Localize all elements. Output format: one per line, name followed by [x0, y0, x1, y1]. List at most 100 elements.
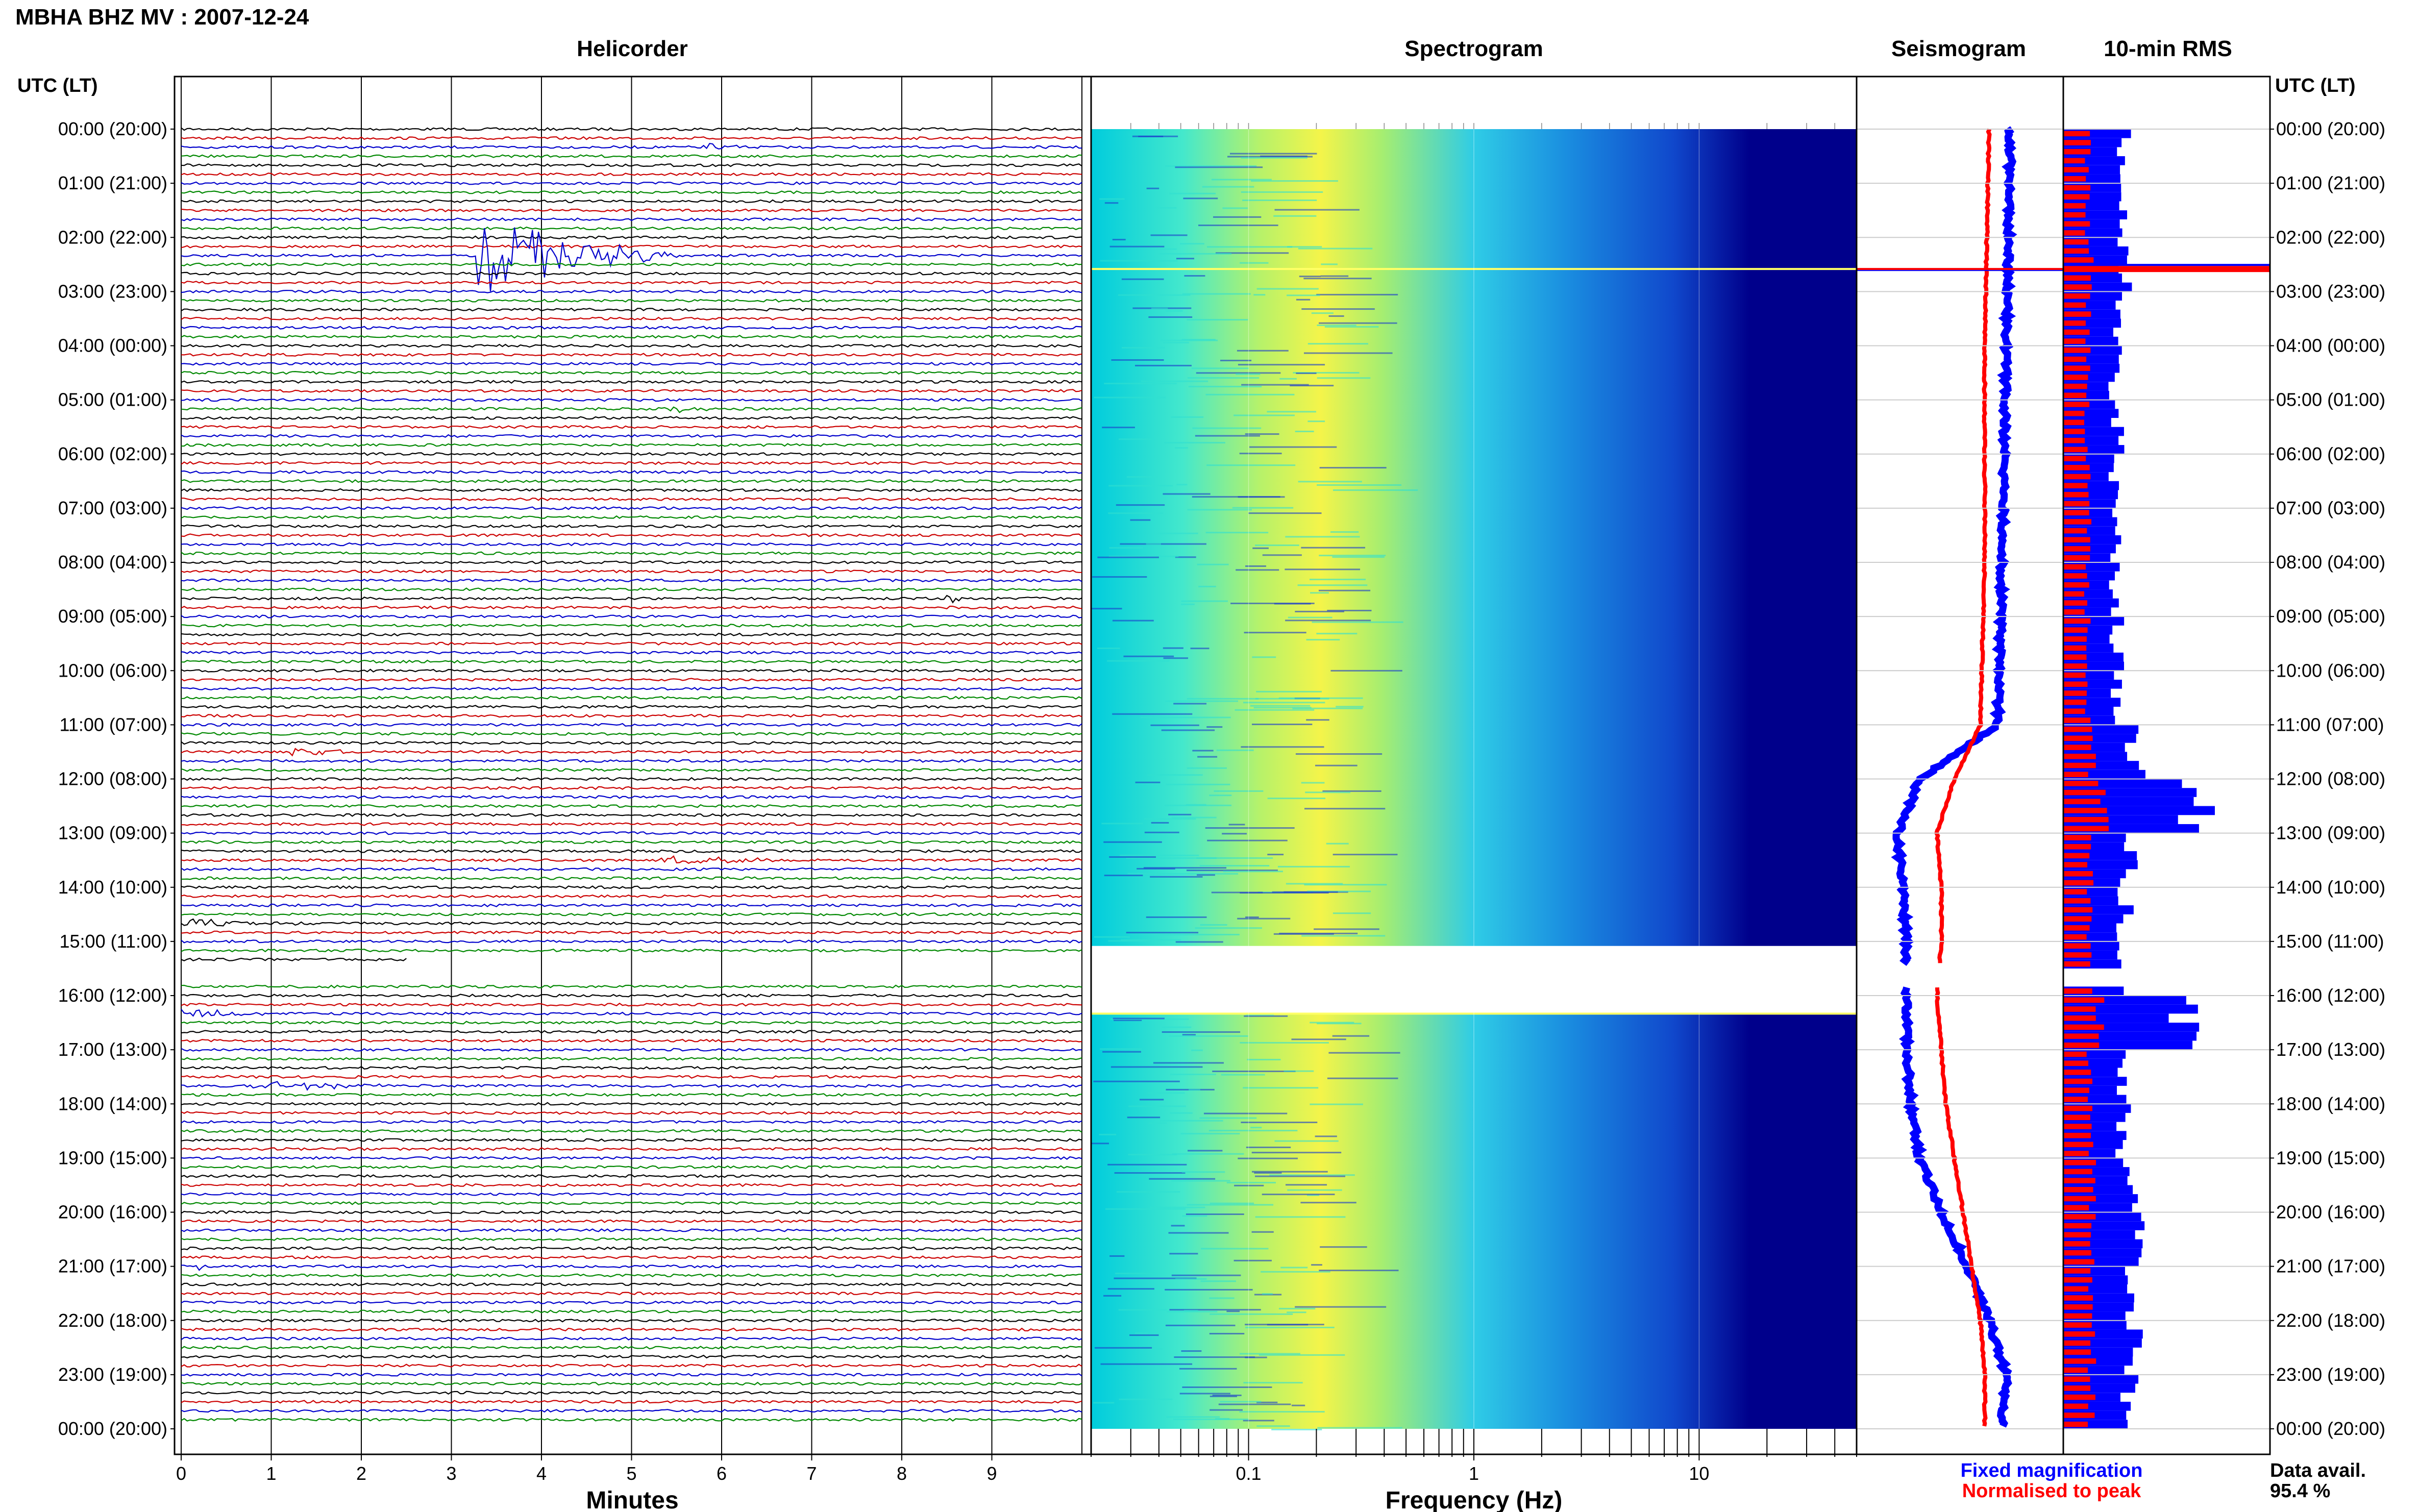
helicorder-trace [181, 154, 1082, 158]
helicorder-trace [181, 461, 1082, 465]
rms-bar-normalised [2063, 1124, 2092, 1129]
time-tick-label-right: 21:00 (17:00) [2276, 1256, 2385, 1277]
helicorder-trace [181, 930, 1082, 934]
rms-bar-normalised [2063, 699, 2087, 705]
helicorder-trace [181, 1273, 1082, 1278]
helicorder-trace [181, 1255, 1082, 1259]
helicorder-trace [181, 1183, 1082, 1187]
helicorder-trace [181, 1210, 1082, 1214]
helicorder-trace [181, 235, 1082, 239]
helicorder-trace [181, 831, 1082, 835]
rms-bar-normalised [2063, 934, 2087, 940]
helicorder-trace [181, 1002, 1082, 1007]
rms-bar-normalised [2063, 492, 2089, 498]
rms-bar-normalised [2063, 1132, 2091, 1138]
rms-bar-normalised [2063, 745, 2091, 750]
rms-bar-normalised [2063, 483, 2088, 488]
minutes-tick-label: 7 [806, 1463, 817, 1484]
helicorder-trace [181, 281, 1082, 285]
rms-bar-normalised [2063, 501, 2090, 507]
time-tick-label-right: 00:00 (20:00) [2276, 1418, 2385, 1439]
rms-bar-normalised [2063, 1042, 2100, 1048]
rms-bar-normalised [2063, 1349, 2091, 1355]
rms-bar-normalised [2063, 889, 2087, 895]
spectrogram-block-pm [1091, 1013, 1857, 1429]
rms-bar-normalised [2063, 1051, 2087, 1057]
helicorder-trace [181, 1009, 1082, 1018]
helicorder-trace [181, 434, 1082, 438]
rms-bar-normalised [2063, 257, 2094, 263]
rms-bar-normalised [2063, 880, 2094, 886]
rms-bar-normalised [2063, 1367, 2088, 1373]
rms-bar-normalised [2063, 1015, 2096, 1021]
rms-bar-normalised [2063, 356, 2087, 362]
rms-bar-normalised [2063, 753, 2096, 759]
time-tick-label-left: 15:00 (11:00) [60, 931, 167, 952]
helicorder-trace [181, 903, 1082, 907]
data-avail-value: 95.4 % [2270, 1480, 2330, 1502]
minutes-tick-label: 4 [536, 1463, 547, 1484]
rms-bar-normalised [2063, 654, 2087, 660]
rms-bar-normalised [2063, 329, 2090, 335]
helicorder-trace [181, 768, 1082, 772]
helicorder-trace [181, 316, 1082, 321]
rms-bar-normalised [2063, 1295, 2093, 1301]
helicorder-trace [181, 1129, 1082, 1133]
helicorder-trace [181, 1264, 1082, 1271]
helicorder-trace [181, 262, 1082, 266]
rms-bar-normalised [2063, 582, 2089, 588]
rms-bar-normalised [2063, 392, 2087, 399]
minutes-tick-label: 9 [986, 1463, 997, 1484]
panel-frames [174, 76, 2271, 1455]
station-title: MBHA BHZ MV : 2007-12-24 [15, 5, 309, 30]
helicorder-trace [181, 732, 1082, 736]
time-tick-label-right: 19:00 (15:00) [2276, 1147, 2385, 1168]
helicorder-trace [181, 795, 1082, 799]
helicorder-trace [181, 569, 1082, 574]
helicorder-trace [181, 1048, 1082, 1052]
spectrogram-block-am [1091, 129, 1857, 946]
minutes-tick-label: 6 [717, 1463, 727, 1484]
time-tick-label-right: 07:00 (03:00) [2276, 498, 2385, 518]
time-axes: 00:00 (20:00) 00:00 (20:00) 01:00 (21:00) 0… [58, 118, 2385, 1439]
rms-bar-normalised [2063, 311, 2091, 317]
helicorder-trace [181, 506, 1082, 510]
helicorder-trace [181, 452, 1082, 456]
helicorder-trace [181, 1102, 1082, 1106]
helicorder-trace [181, 425, 1082, 429]
rms-bar-normalised [2063, 474, 2091, 480]
rms-bar-normalised [2063, 1205, 2089, 1210]
helicorder-trace [181, 659, 1082, 664]
time-tick-label-right: 01:00 (21:00) [2276, 172, 2385, 193]
time-tick-label-right: 02:00 (22:00) [2276, 227, 2385, 247]
time-tick-label-right: 09:00 (05:00) [2276, 606, 2385, 627]
rms-bar-normalised [2063, 1214, 2096, 1220]
helicorder-trace [181, 362, 1082, 366]
minutes-tick-label: 1 [266, 1463, 276, 1484]
rms-bar-normalised [2063, 519, 2092, 525]
rms-bar-normalised [2063, 546, 2090, 552]
rms-bar-normalised [2063, 402, 2090, 407]
helicorder-trace [181, 651, 1082, 655]
time-tick-label-left: 02:00 (22:00) [58, 227, 167, 247]
rms-bar-normalised [2063, 1060, 2089, 1066]
helicorder-trace [181, 668, 1082, 673]
time-tick-label-right: 08:00 (04:00) [2276, 552, 2385, 573]
rms-bar-normalised [2063, 555, 2090, 561]
rms-bar-normalised [2063, 167, 2089, 172]
rms-bar-normalised [2063, 1033, 2099, 1039]
helicorder-trace [181, 948, 1082, 953]
time-tick-label-right: 15:00 (11:00) [2276, 931, 2384, 952]
time-tick-label-right: 23:00 (19:00) [2276, 1364, 2385, 1385]
time-tick-label-right: 17:00 (13:00) [2276, 1039, 2385, 1060]
rms-bar-normalised [2063, 564, 2086, 570]
rms-bar-normalised [2063, 591, 2084, 597]
time-tick-label-right: 06:00 (02:00) [2276, 443, 2385, 464]
time-tick-label-right: 16:00 (12:00) [2276, 985, 2385, 1006]
rms-bar-normalised [2063, 239, 2089, 245]
helicorder-trace [181, 551, 1082, 555]
rms-bar-normalised [2063, 681, 2088, 687]
helicorder-trace [181, 885, 1082, 889]
rms-bar-normalised [2063, 1097, 2088, 1102]
helicorder-trace [181, 334, 1082, 339]
